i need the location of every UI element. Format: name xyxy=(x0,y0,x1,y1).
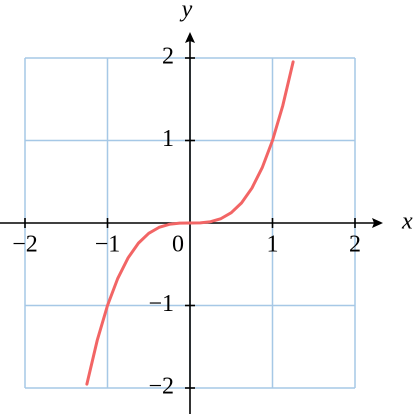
x-tick-label: 2 xyxy=(349,232,361,258)
y-tick-label: 2 xyxy=(162,44,174,70)
y-tick-label: 1 xyxy=(162,126,174,152)
y-tick-label: −1 xyxy=(148,291,174,317)
x-tick-label: −1 xyxy=(95,232,121,258)
y-axis-arrow xyxy=(185,32,195,43)
x-tick-label: 0 xyxy=(172,232,184,258)
y-tick-label: −2 xyxy=(148,374,174,400)
curve xyxy=(85,60,295,386)
x-tick-label: −2 xyxy=(12,232,38,258)
x-axis-arrow xyxy=(372,218,383,228)
y-axis-label: y xyxy=(180,0,193,23)
x-axis-label: x xyxy=(401,209,413,235)
x-tick-label: 1 xyxy=(267,232,279,258)
